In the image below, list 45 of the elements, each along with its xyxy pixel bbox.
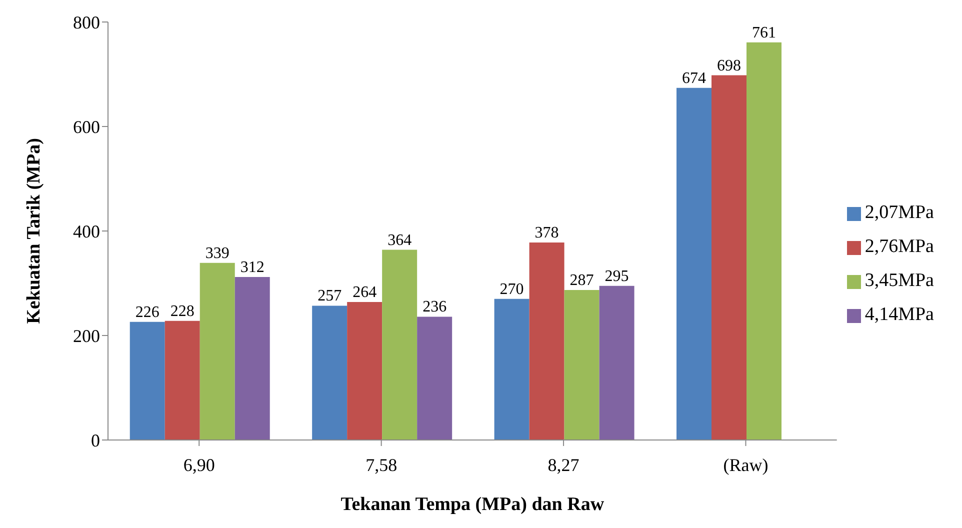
- data-label: 257: [318, 288, 342, 305]
- bar: [234, 276, 270, 440]
- bar: [564, 290, 600, 440]
- bar: [676, 88, 712, 440]
- data-label: 236: [422, 298, 447, 316]
- legend-label: 2,07MPa: [864, 202, 934, 223]
- bar: [312, 306, 348, 440]
- y-tick-label: 400: [73, 221, 100, 242]
- bar: [347, 302, 382, 440]
- legend-label: 4,14MPa: [864, 304, 934, 325]
- data-label: 364: [388, 232, 412, 249]
- bar: [164, 320, 200, 440]
- bar: [746, 42, 782, 440]
- y-tick-label: 0: [91, 430, 100, 450]
- x-tick-label: 7,58: [366, 454, 398, 475]
- x-tick-label: 8,27: [548, 454, 580, 475]
- data-label: 287: [570, 272, 594, 290]
- bar: [130, 322, 165, 440]
- data-label: 226: [135, 304, 160, 321]
- bar: [382, 250, 418, 440]
- data-label: 270: [500, 280, 524, 298]
- x-tick-label: 6,90: [183, 454, 215, 475]
- y-tick-label: 200: [73, 326, 100, 346]
- x-tick-label: (Raw): [723, 454, 768, 475]
- bar: [599, 286, 634, 440]
- data-label: 761: [752, 24, 776, 42]
- data-label: 674: [682, 70, 706, 87]
- bar: [494, 298, 530, 440]
- data-label: 698: [717, 57, 741, 74]
- y-tick-label: 600: [73, 116, 100, 137]
- data-label: 312: [240, 258, 264, 276]
- bar: [200, 262, 235, 440]
- data-label: 264: [352, 284, 377, 302]
- legend-label: 2,76MPa: [864, 236, 934, 257]
- x-axis-title: Tekanan Tempa (MPa) dan Raw: [340, 494, 604, 515]
- data-label: 378: [534, 224, 559, 242]
- data-label: 295: [604, 268, 629, 285]
- bar: [417, 316, 452, 440]
- y-tick-label: 800: [73, 12, 100, 32]
- bar: [529, 242, 564, 440]
- y-axis-title: Kekuatan Tarik (MPa): [24, 138, 45, 324]
- bar: [712, 75, 746, 440]
- legend-label: 3,45MPa: [864, 270, 934, 291]
- data-label: 228: [170, 302, 194, 320]
- data-label: 339: [205, 244, 230, 262]
